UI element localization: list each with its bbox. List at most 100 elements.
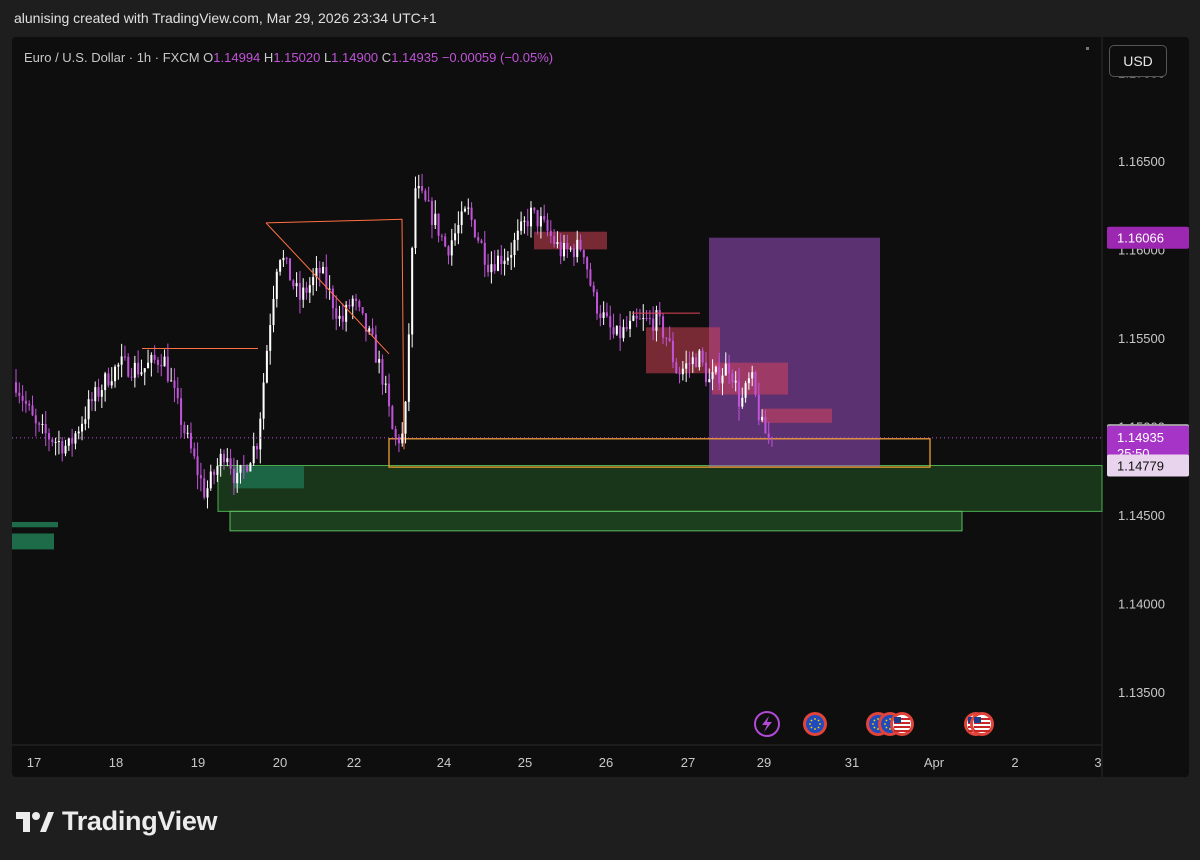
candle-body xyxy=(761,416,764,421)
candle-body xyxy=(28,403,31,406)
candle-body xyxy=(189,432,192,449)
us-flag-icon xyxy=(890,712,914,736)
zones-layer xyxy=(12,231,1103,550)
candle-body xyxy=(678,373,681,375)
candle-body xyxy=(292,280,295,287)
candle-body xyxy=(44,423,47,434)
candle-body xyxy=(236,472,239,484)
candle-body xyxy=(496,255,500,271)
candle-body xyxy=(302,287,305,300)
candle-body xyxy=(143,368,146,373)
eu-star xyxy=(885,726,888,729)
chart-frame[interactable]: 1.135001.140001.145001.150001.155001.160… xyxy=(12,37,1189,777)
time-tick-label: 20 xyxy=(273,755,287,770)
candle-body xyxy=(440,235,443,237)
price-axis[interactable]: 1.135001.140001.145001.150001.155001.160… xyxy=(1107,65,1189,700)
price-chart[interactable]: 1.135001.140001.145001.150001.155001.160… xyxy=(12,37,1189,777)
candle-body xyxy=(675,362,678,374)
us-canton xyxy=(974,717,981,723)
candle-body xyxy=(239,465,242,473)
candle-body xyxy=(506,257,509,261)
candle-body xyxy=(318,267,321,274)
eu-star xyxy=(877,728,879,730)
eu-star xyxy=(872,723,874,725)
candle-body xyxy=(255,446,259,450)
candle-body xyxy=(397,437,400,444)
candle-body xyxy=(173,380,176,389)
candle-body xyxy=(556,242,559,245)
candle-body xyxy=(222,453,226,463)
grid xyxy=(12,37,1103,777)
candle-body xyxy=(163,356,166,367)
candle-body xyxy=(137,362,140,375)
candle-body xyxy=(619,325,622,339)
candle-body xyxy=(176,388,179,399)
us-flag-icon xyxy=(970,712,994,736)
candle-body xyxy=(229,458,232,469)
candle-body xyxy=(691,357,694,365)
candle-body xyxy=(242,465,245,467)
candle-body xyxy=(305,287,308,293)
candle-body xyxy=(312,277,315,286)
candle-body xyxy=(688,363,691,365)
currency-button[interactable]: USD xyxy=(1109,45,1167,77)
candle-body xyxy=(463,208,466,212)
us-stripe xyxy=(894,718,910,720)
candle-body xyxy=(371,328,374,335)
eu-star xyxy=(814,718,816,720)
candle-body xyxy=(120,356,123,365)
candle-body xyxy=(282,257,285,261)
candle-body xyxy=(331,288,334,309)
price-label-text: 1.14935 xyxy=(1117,430,1164,445)
candle-body xyxy=(51,439,54,443)
candle-body xyxy=(272,298,275,326)
eu-star xyxy=(873,726,876,729)
candle-body xyxy=(31,405,34,416)
candle-body xyxy=(34,415,37,424)
price-label-text: 1.14779 xyxy=(1117,459,1164,474)
candle-body xyxy=(751,372,754,379)
candle-body xyxy=(166,356,169,382)
candle-body xyxy=(150,354,153,363)
candle-body xyxy=(364,313,367,332)
candle-body xyxy=(67,438,70,446)
candle-body xyxy=(559,242,562,257)
candle-body xyxy=(374,334,377,363)
candle-body xyxy=(503,260,506,265)
eu-star xyxy=(884,723,886,725)
candle-body xyxy=(434,213,437,226)
candle-body xyxy=(90,399,93,402)
candle-body xyxy=(681,368,684,375)
candle-body xyxy=(582,249,585,258)
eu-star xyxy=(810,726,813,729)
candle-body xyxy=(104,373,107,391)
eu-star xyxy=(809,723,811,725)
candle-body xyxy=(414,188,417,249)
time-axis[interactable]: 17 18 19 20 22 24 25 26 27 29 31 Apr 2 3 xyxy=(27,755,1102,770)
price-tick-label: 1.14000 xyxy=(1118,596,1165,611)
candle-body xyxy=(718,366,721,384)
candle-body xyxy=(288,258,292,281)
supply-zone-3 xyxy=(712,362,788,395)
candle-body xyxy=(325,266,328,289)
eu-star xyxy=(873,719,876,722)
candle-body xyxy=(322,266,325,274)
candle-body xyxy=(605,312,608,317)
us-canton xyxy=(894,717,901,723)
candle-body xyxy=(470,207,473,220)
candle-body xyxy=(74,433,77,444)
candle-body xyxy=(275,271,278,299)
candle-body xyxy=(407,334,410,402)
candle-body xyxy=(754,372,757,395)
time-tick-label: 22 xyxy=(347,755,361,770)
candle-body xyxy=(97,387,100,397)
supply-zone-1 xyxy=(534,231,607,250)
candle-body xyxy=(430,200,433,226)
us-stripe xyxy=(974,730,990,732)
left-block-1 xyxy=(12,521,58,528)
candle-body xyxy=(526,220,529,227)
candle-body xyxy=(586,257,589,270)
candle-body xyxy=(193,448,196,457)
candle-body xyxy=(348,304,351,307)
candle-body xyxy=(500,255,503,265)
